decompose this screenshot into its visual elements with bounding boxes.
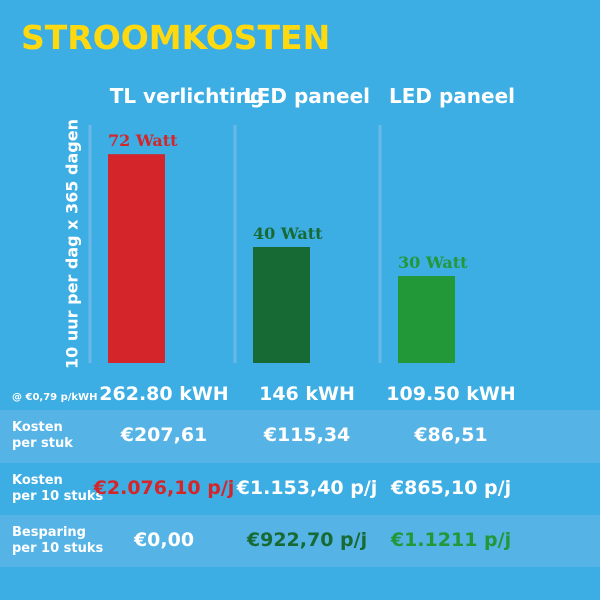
table-cell: €865,10 p/j xyxy=(390,477,512,499)
table-cell: €922,70 p/j xyxy=(246,529,368,551)
table-cell: €0,00 xyxy=(133,529,195,551)
bar-data-label: 30 Watt xyxy=(398,253,468,272)
row-label-line: per stuk xyxy=(12,436,73,451)
column-separator xyxy=(88,125,92,363)
table-cell: €207,61 xyxy=(120,424,208,446)
bar-chart: 72 Watt 40 Watt 30 Watt xyxy=(88,125,468,363)
bar xyxy=(108,154,165,363)
column-separator xyxy=(378,125,382,363)
table-row: Kosten per 10 stuks €2.076,10 p/j €1.153,40… xyxy=(0,463,600,515)
row-label: Kosten per stuk xyxy=(12,420,73,452)
row-label-line: per 10 stuks xyxy=(12,541,104,556)
page-title: STROOMKOSTEN xyxy=(21,18,331,57)
column-header-led-40: LED paneel xyxy=(243,84,370,108)
bar-data-label: 40 Watt xyxy=(253,224,323,243)
table-cell: €86,51 xyxy=(414,424,488,446)
row-label-line: Besparing xyxy=(12,525,86,540)
row-label: Kosten per 10 stuks xyxy=(12,473,103,505)
table-cell: 262.80 kWH xyxy=(99,383,229,405)
table-row: Kosten per stuk €207,61 €115,34 €86,51 xyxy=(0,410,600,463)
bar xyxy=(253,247,310,363)
table-row: Besparing per 10 stuks €0,00 €922,70 p/j €1.… xyxy=(0,515,600,567)
row-label: @ €0,79 p/kWH xyxy=(12,390,97,406)
column-separator xyxy=(233,125,237,363)
row-label-line: per 10 stuks xyxy=(12,489,104,504)
table-cell: 109.50 kWH xyxy=(386,383,516,405)
table-cell: 146 kWH xyxy=(259,383,355,405)
column-header-led-30: LED paneel xyxy=(388,84,515,108)
table-cell: €2.076,10 p/j xyxy=(93,477,235,499)
table-cell: €115,34 xyxy=(263,424,351,446)
table-row: @ €0,79 p/kWH 262.80 kWH 146 kWH 109.50 kWH xyxy=(0,380,600,410)
column-header-tl: TL verlichting xyxy=(109,84,265,108)
row-label: Besparing per 10 stuks xyxy=(12,525,103,557)
table-cell: €1.153,40 p/j xyxy=(236,477,378,499)
table-cell: €1.1211 p/j xyxy=(390,529,512,551)
row-label-line: Kosten xyxy=(12,420,63,435)
row-label-line: @ €0,79 p/kWH xyxy=(12,392,98,403)
row-label-line: Kosten xyxy=(12,473,63,488)
bar-data-label: 72 Watt xyxy=(108,131,178,150)
bar xyxy=(398,276,455,363)
